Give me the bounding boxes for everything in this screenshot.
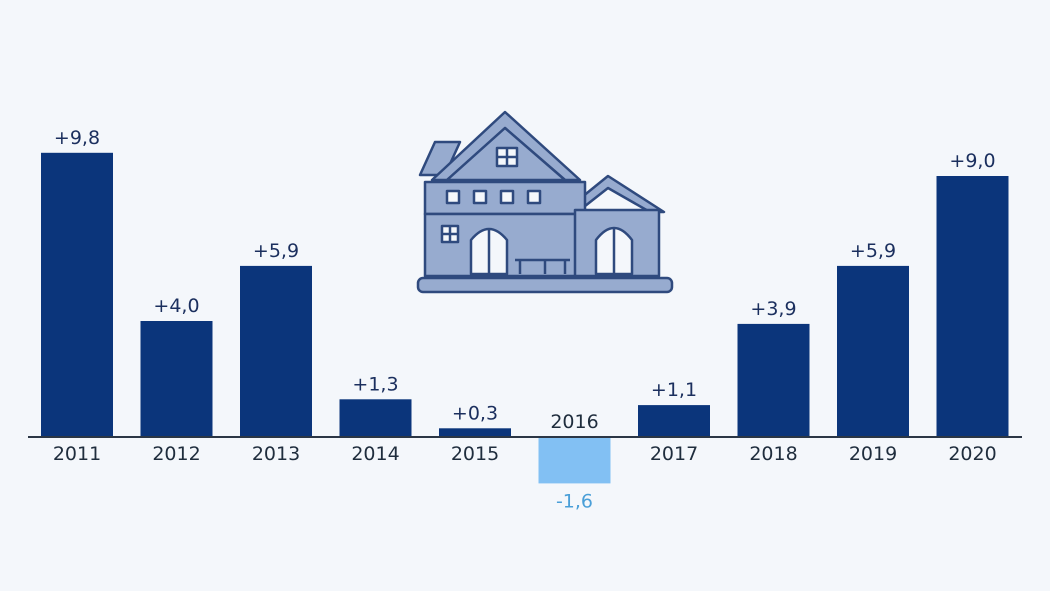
tick-label-2013: 2013	[252, 443, 300, 465]
tick-label-2020: 2020	[948, 443, 996, 465]
bar-2017	[638, 405, 710, 437]
tick-label-2019: 2019	[849, 443, 897, 465]
house-icon	[416, 110, 674, 294]
bar-2016	[538, 437, 611, 484]
bar-2015	[439, 428, 511, 437]
value-label-2014: +1,3	[352, 373, 398, 395]
bar-2014	[339, 399, 412, 437]
bar-2019	[837, 265, 909, 437]
value-label-2019: +5,9	[850, 240, 896, 262]
tick-label-2018: 2018	[749, 443, 797, 465]
bar-2018	[737, 323, 810, 437]
value-label-2017: +1,1	[651, 379, 697, 401]
value-label-2012: +4,0	[153, 295, 199, 317]
tick-label-2011: 2011	[53, 443, 101, 465]
bar-2020	[936, 176, 1009, 437]
value-label-2016: -1,6	[556, 490, 593, 512]
tick-label-2014: 2014	[351, 443, 399, 465]
value-label-2011: +9,8	[54, 127, 100, 149]
tick-label-2016: 2016	[550, 411, 598, 433]
bar-2011	[41, 152, 113, 438]
bar-2012	[140, 321, 213, 437]
value-label-2015: +0,3	[452, 402, 498, 424]
tick-label-2017: 2017	[650, 443, 698, 465]
tick-label-2015: 2015	[451, 443, 499, 465]
value-label-2018: +3,9	[750, 298, 796, 320]
tick-label-2012: 2012	[152, 443, 200, 465]
value-label-2020: +9,0	[949, 150, 995, 172]
bar-2013	[240, 265, 312, 437]
value-label-2013: +5,9	[253, 240, 299, 262]
